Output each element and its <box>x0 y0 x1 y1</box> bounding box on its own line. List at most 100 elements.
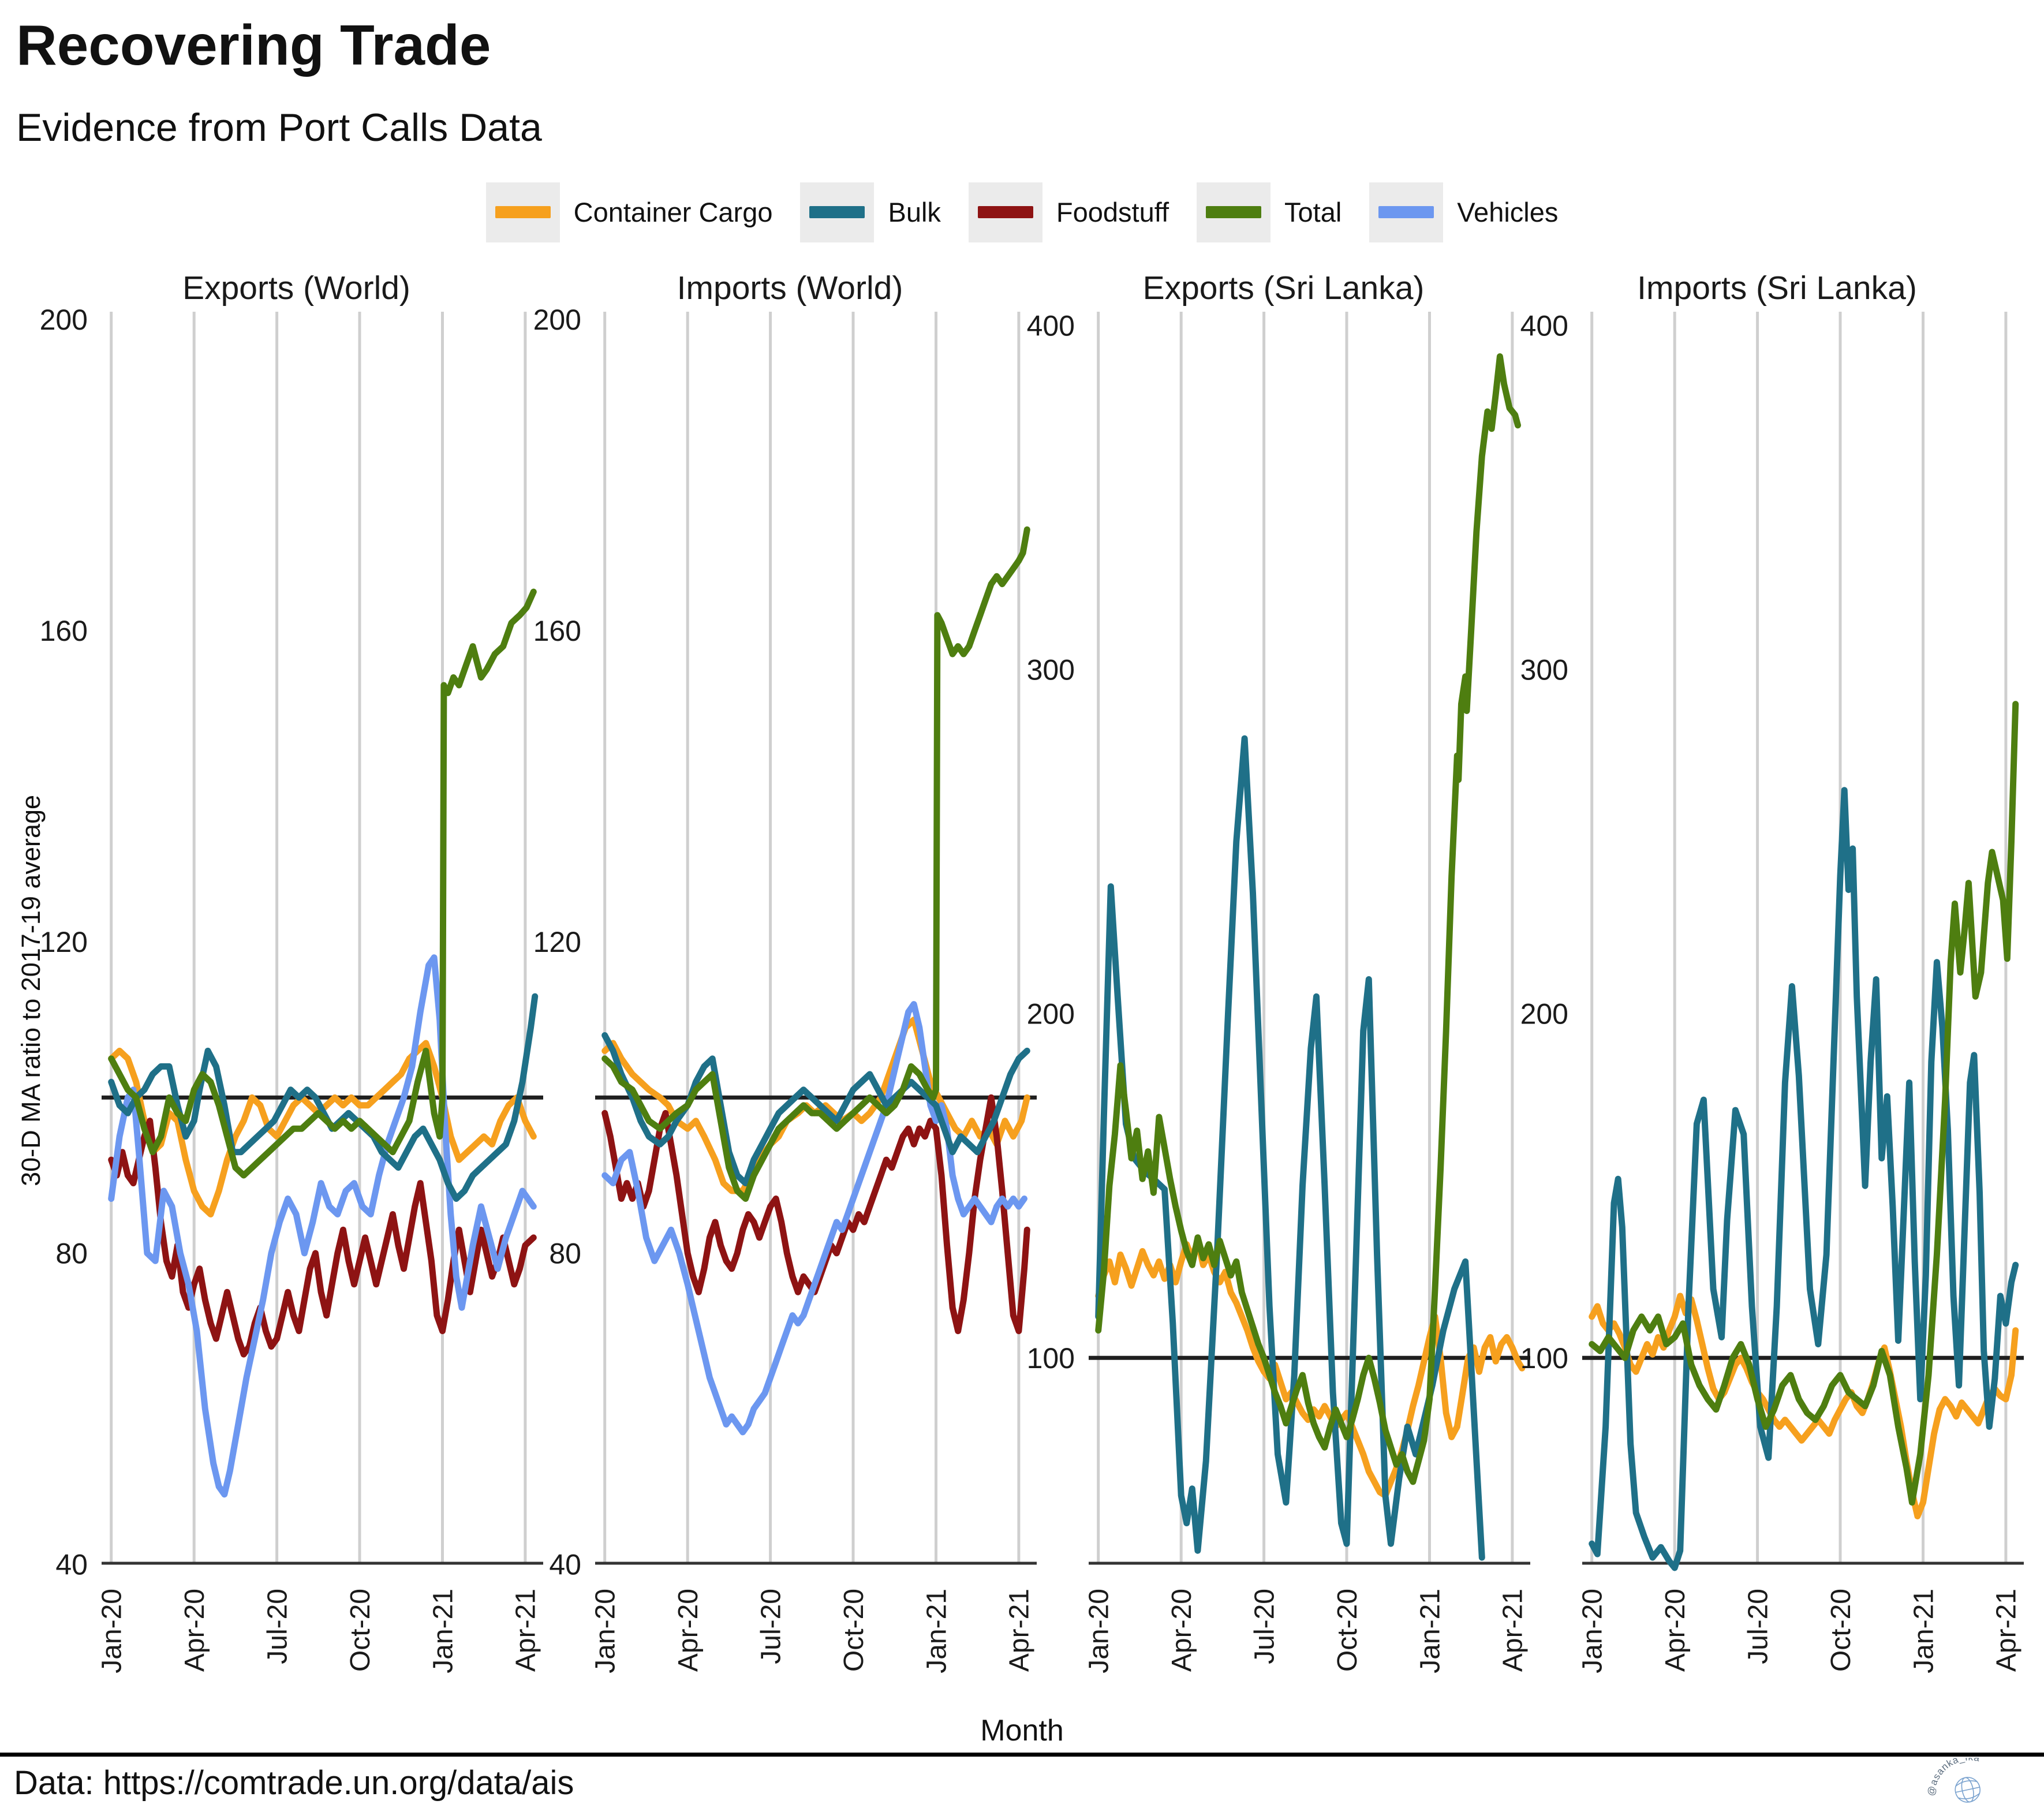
series-line-bulk <box>1589 787 2019 1571</box>
series-line-container-cargo <box>1589 1293 2019 1519</box>
y-tick-label: 300 <box>1520 653 1568 686</box>
x-tick-label: Jan-20 <box>591 1589 621 1673</box>
x-tick-label: Jul-20 <box>262 1589 293 1664</box>
legend-key-foodstuff <box>968 182 1042 242</box>
legend-key-bulk <box>800 182 875 242</box>
plot-imports-world: Jan-20 Apr-20 Jul-20 Oct-20 Jan-21 Apr-21 200 1… <box>533 304 1037 1673</box>
page-title: Recovering Trade <box>16 13 491 77</box>
legend-swatch-bulk-icon <box>809 206 865 219</box>
legend-key-container-cargo <box>485 182 560 242</box>
x-tick-label: Apr-21 <box>1991 1589 2022 1672</box>
y-tick-label: 120 <box>533 926 581 958</box>
series-line-bulk <box>601 1032 1030 1186</box>
panel-imports-sri-lanka: Imports (Sri Lanka) Jan-20 Apr-20 Jul-20 Oct… <box>1520 267 2024 1714</box>
legend-swatch-foodstuff-icon <box>977 206 1033 219</box>
x-tick-label: Jul-20 <box>1249 1589 1280 1664</box>
panels-row: Exports (World) Jan-20 Apr-20 Jul-20 Oct-20 J… <box>40 267 2031 1714</box>
legend-item-foodstuff: Foodstuff <box>968 182 1169 242</box>
x-tick-label: Oct-20 <box>1332 1589 1363 1672</box>
y-tick-label: 80 <box>549 1237 581 1269</box>
x-tick-label: Apr-20 <box>1660 1589 1691 1672</box>
legend-item-vehicles: Vehicles <box>1369 182 1558 242</box>
plot-exports-world: Jan-20 Apr-20 Jul-20 Oct-20 Jan-21 Apr-21 200 1… <box>40 304 543 1673</box>
watermark: @asanka_lka <box>1919 1751 2023 1807</box>
legend-label-total: Total <box>1284 197 1342 228</box>
y-tick-label: 40 <box>55 1548 88 1581</box>
x-tick-label: Apr-21 <box>511 1589 541 1672</box>
globe-icon <box>1955 1777 1981 1803</box>
y-tick-label: 200 <box>1520 998 1568 1030</box>
series-line-vehicles <box>601 1000 1027 1436</box>
watermark-handle: @asanka_lka <box>1926 1751 1981 1796</box>
x-tick-label: Jan-21 <box>921 1589 952 1673</box>
y-axis-title-container: 30-D MA ratio to 2017-19 average <box>13 267 50 1714</box>
series-line-total <box>1095 353 1521 1485</box>
chart-area: 30-D MA ratio to 2017-19 average Exports… <box>13 267 2031 1714</box>
x-tick-label: Jan-20 <box>97 1589 128 1673</box>
series-line-bulk <box>1095 735 1485 1561</box>
y-tick-label: 300 <box>1027 653 1075 686</box>
footer: Data: https://comtrade.un.org/data/ais @… <box>0 1751 2044 1808</box>
y-tick-label: 400 <box>1027 309 1075 342</box>
x-tick-label: Jan-21 <box>1908 1589 1939 1673</box>
x-tick-label: Oct-20 <box>839 1589 869 1672</box>
y-tick-label: 200 <box>533 304 581 336</box>
legend: Container Cargo Bulk Foodstuff Total Vehicle… <box>13 180 2031 245</box>
panel-exports-sri-lanka: Exports (Sri Lanka) Jan-20 Apr-20 Jul-20 Oct… <box>1027 267 1530 1714</box>
y-tick-label: 160 <box>40 615 88 647</box>
panel-imports-world: Imports (World) Jan-20 Apr-20 Jul-20 Oct-20 J… <box>533 267 1037 1714</box>
data-source: Data: https://comtrade.un.org/data/ais <box>14 1764 574 1802</box>
x-tick-label: Oct-20 <box>345 1589 376 1672</box>
legend-item-total: Total <box>1197 182 1342 242</box>
legend-item-container-cargo: Container Cargo <box>485 182 773 242</box>
series-line-total <box>108 588 537 1179</box>
x-tick-label: Oct-20 <box>1826 1589 1856 1672</box>
panel-title-exports-sri-lanka: Exports (Sri Lanka) <box>1142 269 1425 307</box>
y-tick-label: 400 <box>1520 309 1568 342</box>
x-tick-label: Jan-20 <box>1578 1589 1608 1673</box>
series-line-vehicles <box>108 954 537 1498</box>
series-line-foodstuff <box>108 1118 537 1358</box>
x-tick-label: Apr-21 <box>1004 1589 1035 1672</box>
panel-title-imports-sri-lanka: Imports (Sri Lanka) <box>1637 269 1917 307</box>
y-tick-label: 80 <box>55 1237 88 1269</box>
legend-swatch-vehicles-icon <box>1378 206 1434 219</box>
watermark-text: @asanka_lka <box>1926 1758 1981 1796</box>
x-tick-label: Apr-20 <box>1167 1589 1197 1672</box>
y-tick-label: 100 <box>1520 1342 1568 1374</box>
y-axis-title: 30-D MA ratio to 2017-19 average <box>16 794 46 1186</box>
series-line-bulk <box>108 993 539 1202</box>
x-tick-label: Apr-21 <box>1498 1589 1529 1672</box>
panel-exports-world: Exports (World) Jan-20 Apr-20 Jul-20 Oct-20 J… <box>40 267 543 1714</box>
panel-title-imports-world: Imports (World) <box>677 269 903 307</box>
y-tick-label: 160 <box>533 615 581 647</box>
x-tick-label: Jul-20 <box>1743 1589 1773 1664</box>
legend-key-total <box>1197 182 1271 242</box>
legend-swatch-container-cargo-icon <box>495 206 551 219</box>
x-tick-label: Jan-21 <box>1415 1589 1445 1673</box>
plot-exports-sri-lanka: Jan-20 Apr-20 Jul-20 Oct-20 Jan-21 Apr-21 400 3… <box>1027 309 1530 1673</box>
plot-imports-sri-lanka: Jan-20 Apr-20 Jul-20 Oct-20 Jan-21 Apr-21 400 3… <box>1520 309 2024 1673</box>
legend-key-vehicles <box>1369 182 1444 242</box>
x-axis-title: Month <box>980 1713 1064 1747</box>
y-tick-label: 200 <box>40 304 88 336</box>
y-tick-label: 120 <box>40 926 88 958</box>
legend-item-bulk: Bulk <box>800 182 941 242</box>
y-tick-label: 40 <box>549 1548 581 1581</box>
series-line-total <box>601 526 1030 1202</box>
legend-swatch-total-icon <box>1206 206 1262 219</box>
series-line-total <box>1589 700 2019 1506</box>
y-tick-label: 100 <box>1027 1342 1075 1374</box>
x-tick-label: Jan-20 <box>1084 1589 1115 1673</box>
legend-label-foodstuff: Foodstuff <box>1056 197 1169 228</box>
watermark-graphic: @asanka_lka <box>1926 1751 1981 1803</box>
y-tick-label: 200 <box>1027 998 1075 1030</box>
legend-label-bulk: Bulk <box>888 197 941 228</box>
legend-label-container-cargo: Container Cargo <box>573 197 773 228</box>
x-tick-label: Jul-20 <box>756 1589 786 1664</box>
x-tick-label: Jan-21 <box>428 1589 458 1673</box>
legend-label-vehicles: Vehicles <box>1457 197 1559 228</box>
page-subtitle: Evidence from Port Calls Data <box>16 105 542 150</box>
panel-title-exports-world: Exports (World) <box>182 269 410 307</box>
